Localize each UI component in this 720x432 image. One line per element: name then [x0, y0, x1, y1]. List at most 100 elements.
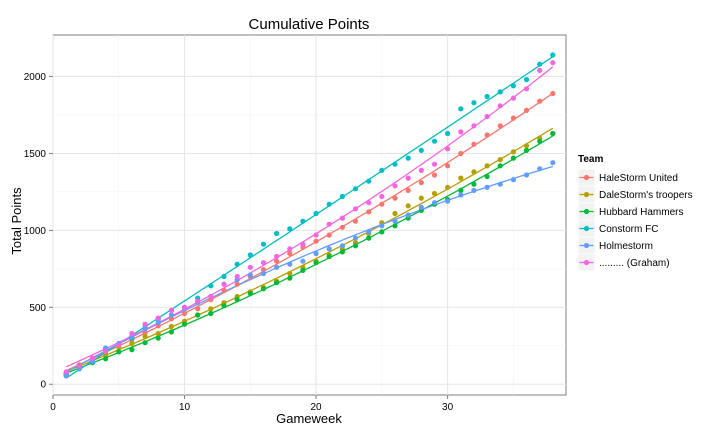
data-point — [510, 115, 516, 121]
data-point — [484, 113, 490, 120]
legend-key-point — [583, 191, 590, 198]
data-point — [195, 312, 201, 318]
data-point — [63, 373, 69, 379]
data-point — [339, 215, 345, 221]
data-point — [431, 161, 438, 167]
data-point — [155, 335, 161, 341]
data-point — [550, 52, 556, 58]
data-point — [550, 90, 556, 97]
data-point — [510, 155, 516, 161]
data-point — [195, 306, 201, 312]
data-point — [313, 232, 319, 238]
y-axis-label: Total Points — [9, 187, 24, 255]
y-tick-label: 1500 — [24, 149, 47, 160]
data-point — [300, 258, 306, 264]
data-point — [497, 123, 503, 129]
legend-label: ......... (Graham) — [599, 258, 670, 269]
data-point — [550, 130, 556, 137]
data-point — [523, 172, 530, 178]
data-point — [326, 221, 332, 227]
data-point — [523, 147, 530, 153]
data-point — [418, 147, 424, 153]
data-point — [142, 321, 148, 327]
data-point — [247, 290, 253, 297]
data-point — [181, 304, 188, 310]
data-point — [366, 178, 372, 184]
data-point — [537, 67, 543, 73]
data-point — [379, 201, 385, 207]
data-point — [458, 175, 464, 181]
data-point — [366, 235, 372, 241]
data-point — [129, 340, 135, 347]
y-axis: 0 500 1000 1500 2000 — [24, 72, 53, 391]
legend-label: Constorm FC — [599, 224, 658, 235]
data-point — [392, 218, 398, 224]
data-point — [300, 241, 306, 247]
data-point — [431, 190, 438, 197]
data-point — [418, 180, 424, 186]
data-point — [379, 167, 385, 173]
data-point — [116, 349, 122, 355]
x-tick-label: 0 — [50, 402, 56, 413]
data-point — [129, 347, 135, 353]
grid-major — [52, 35, 566, 395]
trend-line — [65, 135, 554, 374]
data-point — [247, 264, 253, 270]
data-point — [274, 258, 280, 264]
data-point — [221, 287, 227, 293]
data-point — [352, 235, 359, 241]
data-point — [142, 330, 148, 336]
data-point — [274, 230, 280, 237]
plot-panel — [52, 34, 567, 396]
data-point — [260, 286, 267, 292]
data-point — [155, 320, 161, 326]
data-point — [431, 172, 438, 178]
data-point — [523, 77, 530, 83]
data-point — [379, 193, 385, 200]
data-point — [392, 223, 398, 229]
data-point — [484, 163, 490, 169]
chart-title: Cumulative Points — [249, 16, 370, 33]
legend-key-point — [583, 174, 590, 181]
data-point — [445, 130, 451, 137]
data-point — [471, 181, 477, 187]
data-point — [274, 253, 280, 260]
data-point — [287, 275, 293, 281]
data-point — [326, 232, 332, 238]
data-point — [510, 149, 516, 155]
data-point — [458, 129, 464, 135]
data-point — [287, 226, 293, 232]
legend-items: HaleStorm United DaleStorm's troopers Hubb… — [577, 168, 693, 272]
data-point — [116, 342, 122, 348]
legend: Team HaleStorm United DaleStorm's trooper… — [577, 154, 693, 272]
data-point — [352, 218, 359, 224]
x-axis: 0 10 20 30 — [50, 395, 454, 413]
data-point — [181, 310, 188, 317]
legend-key-point — [583, 208, 590, 215]
data-point — [313, 260, 319, 266]
data-point — [366, 229, 372, 235]
data-point — [497, 181, 503, 187]
data-point — [405, 155, 411, 161]
data-point — [208, 283, 214, 289]
data-point — [550, 60, 556, 66]
data-point — [431, 138, 438, 144]
data-point — [550, 160, 556, 166]
data-point — [287, 246, 293, 252]
data-point — [260, 241, 267, 247]
data-point — [313, 210, 319, 217]
data-point — [537, 98, 543, 104]
data-point — [168, 312, 174, 318]
data-point — [484, 173, 490, 180]
data-point — [405, 187, 411, 193]
data-point — [260, 267, 267, 273]
data-point — [142, 326, 148, 332]
data-point — [458, 150, 464, 157]
data-point — [339, 243, 345, 249]
data-point — [181, 321, 188, 327]
data-point — [326, 201, 332, 207]
data-point — [471, 141, 477, 147]
legend-key-point — [583, 225, 590, 232]
data-point — [471, 100, 477, 106]
data-point — [471, 123, 477, 129]
